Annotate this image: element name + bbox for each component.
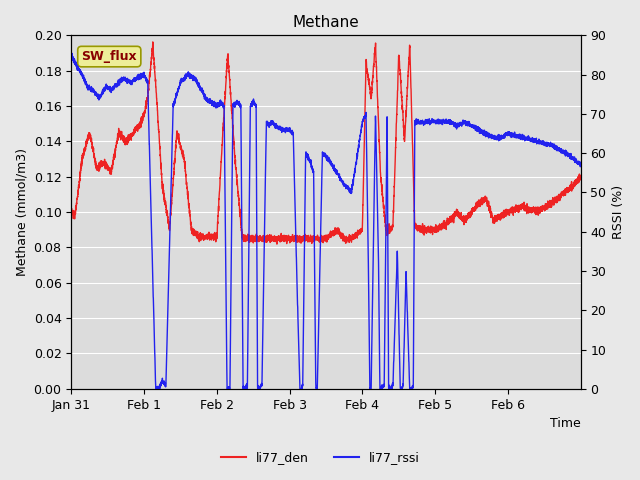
Title: Methane: Methane xyxy=(292,15,360,30)
X-axis label: Time: Time xyxy=(550,417,581,430)
Y-axis label: RSSI (%): RSSI (%) xyxy=(612,185,625,239)
Y-axis label: Methane (mmol/m3): Methane (mmol/m3) xyxy=(15,148,28,276)
Legend: li77_den, li77_rssi: li77_den, li77_rssi xyxy=(216,446,424,469)
Text: SW_flux: SW_flux xyxy=(81,50,137,63)
